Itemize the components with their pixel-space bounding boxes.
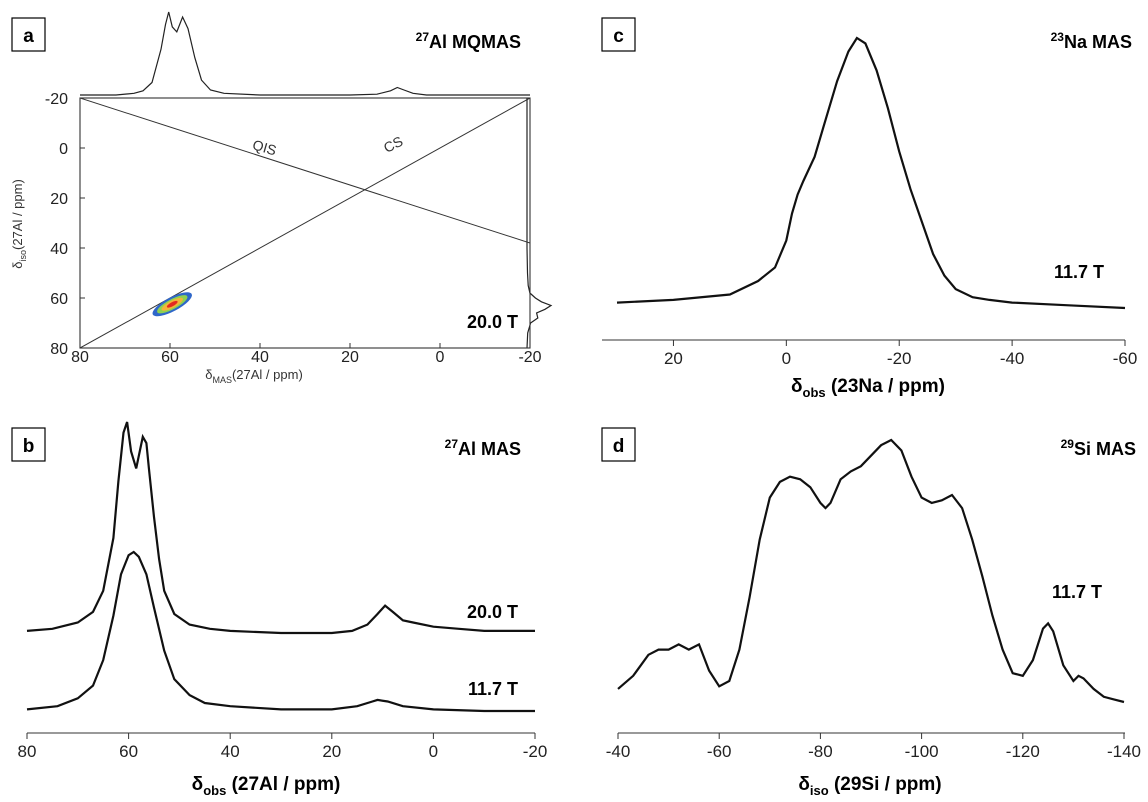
panel-a-xlabel-pre: δ (205, 367, 212, 382)
panel-c-x-tick-label-1: 0 (782, 349, 791, 368)
panel-d-x-tick-label-4: -120 (1006, 742, 1040, 761)
panel-a-top-projection (80, 11, 530, 96)
panel-a-xlabel: δMAS(27Al / ppm) (205, 367, 303, 385)
panel-a-x-axis: 80 60 40 20 0 -20 (71, 343, 542, 366)
panel-a-title-rest: Al MQMAS (429, 32, 521, 52)
panel-a-y-tick-label-3: 40 (50, 241, 68, 258)
panel-a-y-tick-label-5: 80 (50, 341, 68, 358)
panel-a-x-tick-label-0: 80 (71, 349, 89, 366)
panel-b-title-rest: Al MAS (458, 439, 521, 459)
panel-a-xlabel-post: (27Al / ppm) (232, 367, 303, 382)
panel-c-x-tick-label-0: 20 (664, 349, 683, 368)
panel-c-field-label: 11.7 T (1054, 262, 1104, 282)
panel-c-xlabel-pre: δ (791, 376, 803, 397)
panel-b-letter-box (11, 427, 46, 462)
panel-a-letter: a (23, 26, 34, 47)
panel-c-xlabel-post: (23Na / ppm) (826, 376, 945, 397)
panel-d-x-tick-label-0: -40 (606, 742, 631, 761)
panel-a-y-tick-label-1: 0 (59, 141, 68, 158)
panel-b-title: 27Al MAS (445, 437, 521, 459)
panel-a-y-tick-label-0: -20 (45, 91, 68, 108)
panel-c: c 23Na MAS 11.7 T 20 0 -20 -40 -60 δobs (23N… (601, 17, 1137, 400)
panel-d-letter: d (613, 436, 625, 457)
panel-d-title-rest: Si MAS (1074, 439, 1136, 459)
panel-b-trace-11T (26, 550, 535, 713)
panel-a-ylabel: δiso(27Al / ppm) (10, 179, 28, 269)
panel-a-y-tick-label-4: 60 (50, 291, 68, 308)
panel-a-contour (152, 292, 192, 317)
panel-c-x-tick-label-4: -60 (1113, 349, 1138, 368)
panel-b: b 27Al MAS 20.0 T 11.7 T 80 60 40 20 0 -20 δo… (11, 421, 548, 798)
panel-a-title-sup: 27 (416, 30, 430, 44)
panel-d-x-tick-label-3: -100 (905, 742, 939, 761)
panel-a-ylabel-pre: δ (10, 262, 25, 269)
panel-c-xlabel: δobs (23Na / ppm) (791, 376, 945, 400)
panel-c-trace (616, 36, 1126, 310)
panel-c-title: 23Na MAS (1051, 30, 1132, 52)
panel-d-trace (617, 438, 1125, 704)
panel-a: a 27Al MQMAS QIS CS 20.0 T 80 60 40 20 0 -20 … (10, 11, 553, 385)
panel-a-y-axis: -20 0 20 40 60 80 (45, 91, 85, 358)
panel-b-letter: b (23, 436, 35, 457)
panel-a-title: 27Al MQMAS (416, 30, 521, 52)
panel-a-side-projection (526, 98, 553, 349)
panel-b-x-axis: 80 60 40 20 0 -20 (18, 733, 548, 761)
panel-c-x-tick-label-3: -40 (1000, 349, 1025, 368)
panel-a-contour-level-4 (166, 300, 178, 308)
panel-a-x-tick-label-3: 20 (341, 349, 359, 366)
panel-b-x-tick-label-4: 0 (429, 742, 438, 761)
panel-a-cs-label: CS (381, 133, 405, 156)
panel-d-x-tick-label-2: -80 (808, 742, 833, 761)
panel-c-letter-box (601, 17, 636, 52)
panel-b-xlabel-pre: δ (192, 774, 204, 795)
panel-d-title-sup: 29 (1061, 437, 1075, 451)
panel-c-x-axis: 20 0 -20 -40 -60 (664, 340, 1137, 368)
panel-b-trace-label-11T: 11.7 T (468, 679, 518, 699)
panel-d-field-label: 11.7 T (1052, 582, 1102, 602)
panel-b-x-tick-label-2: 40 (221, 742, 240, 761)
panel-c-letter: c (613, 26, 624, 47)
panel-a-field-label: 20.0 T (467, 312, 518, 332)
panel-d-letter-box (601, 427, 636, 462)
panel-d-x-tick-label-1: -60 (707, 742, 732, 761)
panel-d-xlabel: δiso (29Si / ppm) (798, 774, 941, 798)
panel-a-ylabel-post: (27Al / ppm) (10, 179, 25, 250)
panel-a-x-tick-label-1: 60 (161, 349, 179, 366)
panel-d-x-axis: -40 -60 -80 -100 -120 -140 (606, 733, 1141, 761)
panel-a-qis-label: QIS (251, 136, 279, 158)
panel-a-x-tick-label-4: 0 (436, 349, 445, 366)
panel-c-x-tick-label-2: -20 (887, 349, 912, 368)
panel-a-x-tick-label-5: -20 (518, 349, 541, 366)
panel-b-trace-20T (26, 421, 535, 635)
panel-b-xlabel-sub: obs (203, 783, 226, 798)
panel-a-xlabel-sub: MAS (212, 375, 232, 385)
panel-c-title-sup: 23 (1051, 30, 1065, 44)
panel-a-cs-line (80, 98, 530, 348)
panel-d-title: 29Si MAS (1061, 437, 1136, 459)
panel-d-xlabel-sub: iso (810, 783, 829, 798)
panel-b-xlabel-post: (27Al / ppm) (226, 774, 340, 795)
panel-d-xlabel-pre: δ (798, 774, 810, 795)
panel-d-xlabel-post: (29Si / ppm) (829, 774, 942, 795)
panel-d-x-tick-label-5: -140 (1107, 742, 1141, 761)
panel-a-qis-line (80, 98, 530, 244)
panel-a-y-tick-label-2: 20 (50, 191, 68, 208)
panel-a-x-tick-label-2: 40 (251, 349, 269, 366)
panel-a-letter-box (11, 17, 46, 52)
panel-c-xlabel-sub: obs (803, 385, 826, 400)
panel-b-x-tick-label-1: 60 (119, 742, 138, 761)
panel-b-x-tick-label-5: -20 (523, 742, 548, 761)
panel-b-trace-label-20T: 20.0 T (467, 602, 518, 622)
panel-d: d 29Si MAS 11.7 T -40 -60 -80 -100 -120 -140 … (601, 427, 1141, 798)
panel-b-x-tick-label-3: 20 (322, 742, 341, 761)
panel-a-plot-frame (79, 97, 531, 349)
panel-b-title-sup: 27 (445, 437, 459, 451)
panel-c-title-rest: Na MAS (1064, 32, 1132, 52)
panel-b-x-tick-label-0: 80 (18, 742, 37, 761)
panel-b-xlabel: δobs (27Al / ppm) (192, 774, 341, 798)
panel-a-ylabel-sub: iso (18, 250, 28, 262)
